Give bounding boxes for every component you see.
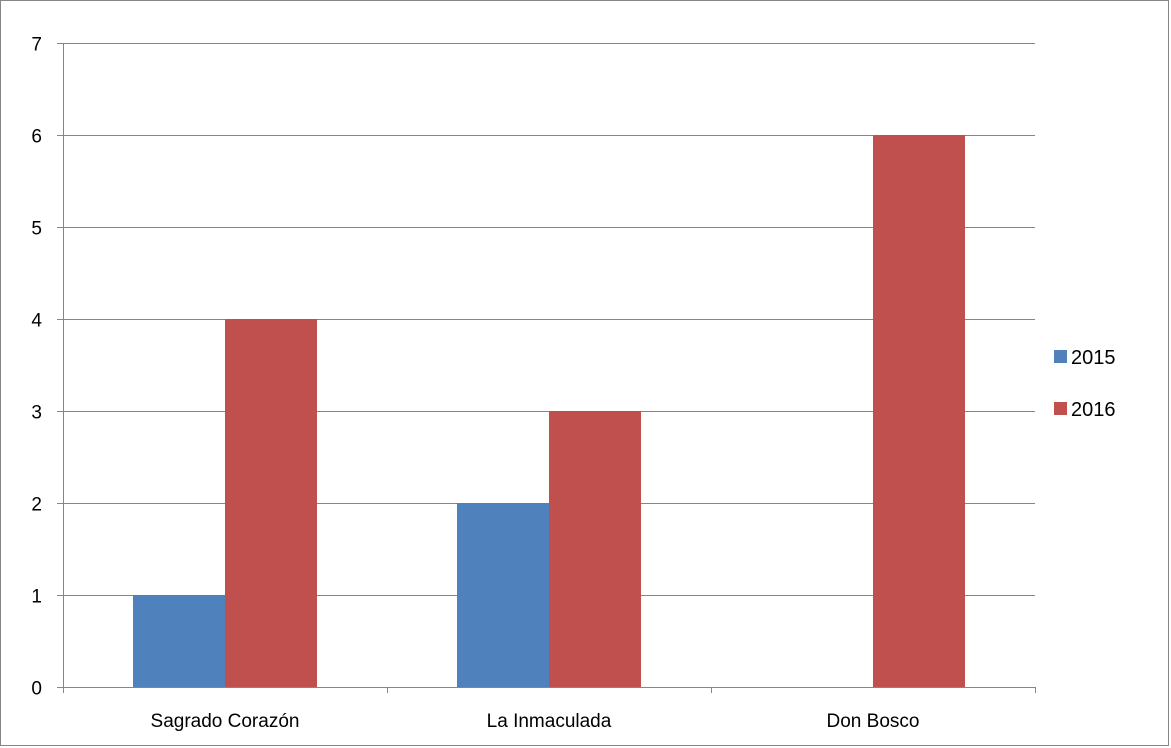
x-tick-label: La Inmaculada <box>487 711 612 732</box>
legend-swatch-2015 <box>1054 350 1067 363</box>
legend: 2015 2016 <box>1054 347 1116 421</box>
bar-2016-0 <box>225 319 317 687</box>
bar-2015-0 <box>133 595 225 687</box>
legend-label-2015: 2015 <box>1071 347 1116 369</box>
x-tick-label: Don Bosco <box>827 711 920 732</box>
y-tick-label: 7 <box>31 35 42 56</box>
y-tick-label: 0 <box>31 679 42 700</box>
y-tick-label: 2 <box>31 495 42 516</box>
bar-2016-1 <box>549 411 641 687</box>
legend-swatch-2016 <box>1054 402 1067 415</box>
bar-2015-1 <box>457 503 549 687</box>
bar-2016-2 <box>873 135 965 687</box>
legend-label-2016: 2016 <box>1071 399 1116 421</box>
y-tick-label: 1 <box>31 587 42 608</box>
bars <box>133 135 965 687</box>
x-tick-labels: Sagrado Corazón La Inmaculada Don Bosco <box>151 711 920 732</box>
y-tick-label: 6 <box>31 127 42 148</box>
x-tick-label: Sagrado Corazón <box>151 711 300 732</box>
y-tick-label: 4 <box>31 311 42 332</box>
axes <box>57 43 1036 693</box>
y-tick-label: 3 <box>31 403 42 424</box>
y-tick-label: 5 <box>31 219 42 240</box>
y-tick-labels: 0 1 2 3 4 5 6 7 <box>31 35 42 700</box>
